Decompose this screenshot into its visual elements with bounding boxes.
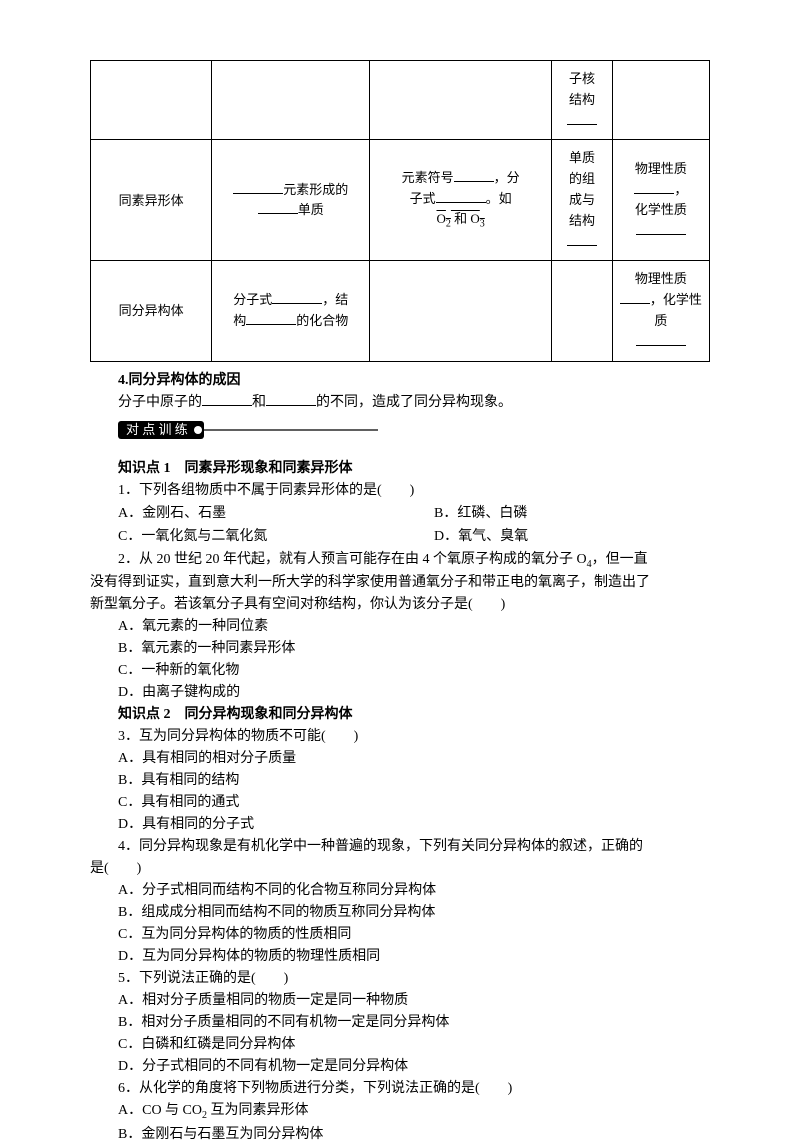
cell-r3c2: 分子式，结 构的化合物 (218, 290, 363, 332)
q3-opt-c: C．具有相同的通式 (118, 792, 710, 813)
q1-opt-d: D．氧气、臭氧 (394, 526, 710, 547)
q1-opt-b: B．红磷、白磷 (394, 503, 710, 524)
q6-opt-b: B．金刚石与石墨互为同分异构体 (118, 1124, 710, 1145)
q3-opt-b: B．具有相同的结构 (118, 770, 710, 791)
q2-line1: 2．从 20 世纪 20 年代起，就有人预言可能存在由 4 个氧原子构成的氧分子… (90, 549, 710, 572)
q4-line2: 是( ) (90, 858, 710, 879)
q3-opt-d: D．具有相同的分子式 (118, 814, 710, 835)
svg-text:对 点 训 练: 对 点 训 练 (126, 422, 188, 437)
q4-opt-b: B．组成成分相同而结构不同的物质互称同分异构体 (118, 902, 710, 923)
q2-line3: 新型氧分子。若该氧分子具有空间对称结构，你认为该分子是( ) (90, 594, 710, 615)
q1: 1．下列各组物质中不属于同素异形体的是( ) (90, 480, 710, 501)
q5-opt-b: B．相对分子质量相同的不同有机物一定是同分异构体 (118, 1012, 710, 1033)
q1-opt-a: A．金刚石、石墨 (118, 503, 394, 524)
q2-opt-d: D．由离子键构成的 (118, 682, 710, 703)
q2-opt-b: B．氧元素的一种同素异形体 (118, 638, 710, 659)
cell-r2c3: 元素符号，分 子式。如 O2 和 O3 (376, 168, 545, 233)
section4-title: 4.同分异构体的成因 (90, 370, 710, 391)
kp1-title: 知识点 1 同素异形现象和同素异形体 (90, 458, 710, 479)
practice-banner: 对 点 训 练 (90, 414, 710, 457)
q4-line1: 4．同分异构现象是有机化学中一种普遍的现象，下列有关同分异构体的叙述，正确的 (90, 836, 710, 857)
comparison-table: 子核 结构 同素异形体 元素形成的 单质 元素符号，分 子式。如 O2 和 O3… (90, 60, 710, 362)
q6-opt-a: A．CO 与 CO2 互为同素异形体 (118, 1100, 710, 1123)
banner-icon: 对 点 训 练 (118, 420, 378, 440)
q3-opt-a: A．具有相同的相对分子质量 (118, 748, 710, 769)
q5-opt-a: A．相对分子质量相同的物质一定是同一种物质 (118, 990, 710, 1011)
kp2-title: 知识点 2 同分异构现象和同分异构体 (90, 704, 710, 725)
q4-opt-a: A．分子式相同而结构不同的化合物互称同分异构体 (118, 880, 710, 901)
q2-opt-c: C．一种新的氧化物 (118, 660, 710, 681)
cell-r1c4: 子核 结构 (558, 69, 606, 131)
cell-r2c2: 元素形成的 单质 (218, 180, 363, 222)
q1-opt-c: C．一氧化氮与二氧化氮 (118, 526, 394, 547)
q6: 6．从化学的角度将下列物质进行分类，下列说法正确的是( ) (90, 1078, 710, 1099)
cell-r2c4: 单质 的组 成与 结构 (558, 148, 606, 252)
q3: 3．互为同分异构体的物质不可能( ) (90, 726, 710, 747)
cell-r3c5: 物理性质 ，化学性 质 (619, 269, 703, 352)
cell-r3c1: 同分异构体 (91, 261, 212, 361)
q4-opt-c: C．互为同分异构体的物质的性质相同 (118, 924, 710, 945)
q2-line2: 没有得到证实，直到意大利一所大学的科学家使用普通氧分子和带正电的氧离子，制造出了 (90, 572, 710, 593)
q5-opt-d: D．分子式相同的不同有机物一定是同分异构体 (118, 1056, 710, 1077)
cell-r2c1: 同素异形体 (91, 140, 212, 261)
q4-opt-d: D．互为同分异构体的物质的物理性质相同 (118, 946, 710, 967)
cell-r2c5: 物理性质 ， 化学性质 (619, 159, 703, 242)
q5: 5．下列说法正确的是( ) (90, 968, 710, 989)
q2-opt-a: A．氧元素的一种同位素 (118, 616, 710, 637)
section4-line: 分子中原子的和的不同，造成了同分异构现象。 (90, 392, 710, 413)
q5-opt-c: C．白磷和红磷是同分异构体 (118, 1034, 710, 1055)
